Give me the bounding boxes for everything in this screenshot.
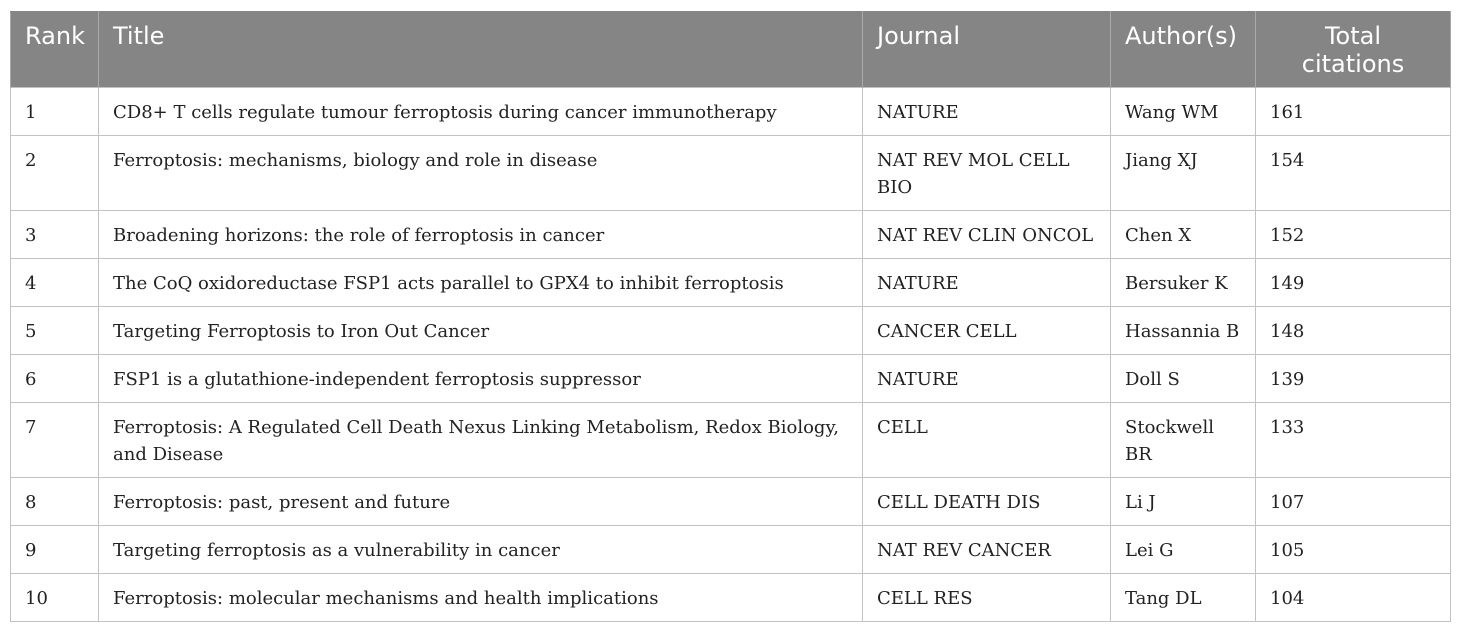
cell-author: Li J — [1110, 477, 1256, 526]
cell-journal: CELL DEATH DIS — [862, 477, 1111, 526]
cell-rank: 9 — [10, 525, 99, 574]
table-row: 6 FSP1 is a glutathione-independent ferr… — [10, 354, 1451, 403]
cell-title: Ferroptosis: molecular mechanisms and he… — [98, 573, 863, 622]
citation-table-container: Rank Title Journal Author(s) Total citat… — [10, 11, 1451, 622]
cell-rank: 2 — [10, 135, 99, 211]
cell-title: Broadening horizons: the role of ferropt… — [98, 210, 863, 259]
cell-citations: 152 — [1255, 210, 1451, 259]
cell-citations: 154 — [1255, 135, 1451, 211]
cell-journal: NAT REV CLIN ONCOL — [862, 210, 1111, 259]
cell-author: Lei G — [1110, 525, 1256, 574]
cell-title: Ferroptosis: A Regulated Cell Death Nexu… — [98, 402, 863, 478]
header-title: Title — [98, 11, 863, 88]
cell-rank: 10 — [10, 573, 99, 622]
table-row: 10 Ferroptosis: molecular mechanisms and… — [10, 573, 1451, 622]
cell-citations: 139 — [1255, 354, 1451, 403]
header-authors: Author(s) — [1110, 11, 1256, 88]
cell-title: The CoQ oxidoreductase FSP1 acts paralle… — [98, 258, 863, 307]
header-rank: Rank — [10, 11, 99, 88]
cell-journal: NATURE — [862, 87, 1111, 136]
header-row: Rank Title Journal Author(s) Total citat… — [10, 11, 1451, 88]
table-row: 4 The CoQ oxidoreductase FSP1 acts paral… — [10, 258, 1451, 307]
cell-author: Hassannia B — [1110, 306, 1256, 355]
header-journal: Journal — [862, 11, 1111, 88]
table-row: 5 Targeting Ferroptosis to Iron Out Canc… — [10, 306, 1451, 355]
cell-author: Wang WM — [1110, 87, 1256, 136]
header-total-citations: Total citations — [1255, 11, 1451, 88]
table-header: Rank Title Journal Author(s) Total citat… — [10, 11, 1451, 88]
table-row: 3 Broadening horizons: the role of ferro… — [10, 210, 1451, 259]
cell-journal: NAT REV CANCER — [862, 525, 1111, 574]
cell-title: Ferroptosis: past, present and future — [98, 477, 863, 526]
cell-title: FSP1 is a glutathione-independent ferrop… — [98, 354, 863, 403]
cell-author: Chen X — [1110, 210, 1256, 259]
cell-rank: 5 — [10, 306, 99, 355]
cell-journal: NAT REV MOL CELL BIO — [862, 135, 1111, 211]
table-row: 7 Ferroptosis: A Regulated Cell Death Ne… — [10, 402, 1451, 478]
top-cited-papers-table: Rank Title Journal Author(s) Total citat… — [10, 11, 1451, 622]
cell-citations: 149 — [1255, 258, 1451, 307]
cell-journal: CELL — [862, 402, 1111, 478]
cell-title: CD8+ T cells regulate tumour ferroptosis… — [98, 87, 863, 136]
cell-citations: 107 — [1255, 477, 1451, 526]
cell-journal: CANCER CELL — [862, 306, 1111, 355]
cell-rank: 8 — [10, 477, 99, 526]
cell-title: Targeting ferroptosis as a vulnerability… — [98, 525, 863, 574]
table-row: 1 CD8+ T cells regulate tumour ferroptos… — [10, 87, 1451, 136]
cell-author: Stockwell BR — [1110, 402, 1256, 478]
table-row: 9 Targeting ferroptosis as a vulnerabili… — [10, 525, 1451, 574]
table-row: 2 Ferroptosis: mechanisms, biology and r… — [10, 135, 1451, 211]
cell-rank: 6 — [10, 354, 99, 403]
cell-journal: CELL RES — [862, 573, 1111, 622]
cell-title: Targeting Ferroptosis to Iron Out Cancer — [98, 306, 863, 355]
cell-author: Jiang XJ — [1110, 135, 1256, 211]
cell-citations: 148 — [1255, 306, 1451, 355]
table-row: 8 Ferroptosis: past, present and future … — [10, 477, 1451, 526]
cell-author: Bersuker K — [1110, 258, 1256, 307]
cell-rank: 1 — [10, 87, 99, 136]
cell-author: Tang DL — [1110, 573, 1256, 622]
table-body: 1 CD8+ T cells regulate tumour ferroptos… — [10, 87, 1451, 622]
cell-citations: 104 — [1255, 573, 1451, 622]
cell-citations: 133 — [1255, 402, 1451, 478]
cell-citations: 161 — [1255, 87, 1451, 136]
cell-journal: NATURE — [862, 354, 1111, 403]
cell-rank: 7 — [10, 402, 99, 478]
cell-rank: 3 — [10, 210, 99, 259]
cell-rank: 4 — [10, 258, 99, 307]
cell-author: Doll S — [1110, 354, 1256, 403]
cell-journal: NATURE — [862, 258, 1111, 307]
cell-citations: 105 — [1255, 525, 1451, 574]
cell-title: Ferroptosis: mechanisms, biology and rol… — [98, 135, 863, 211]
